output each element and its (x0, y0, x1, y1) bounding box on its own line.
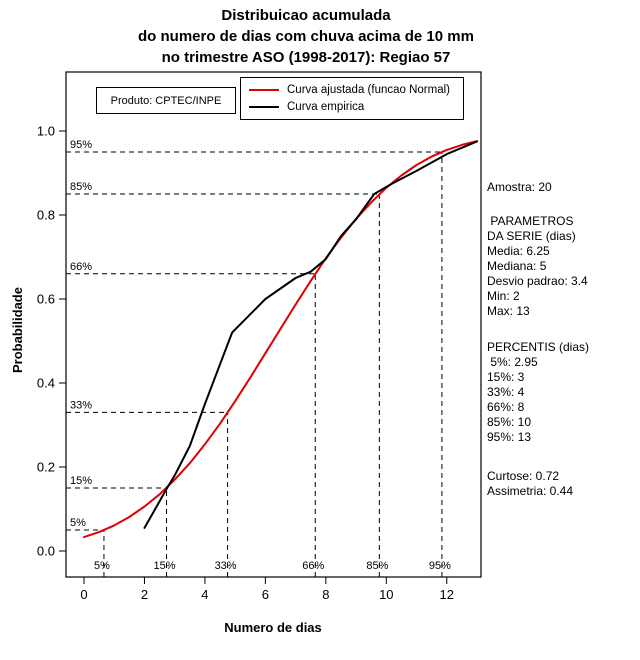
empirical-curve (143, 140, 478, 529)
guide-label-left: 33% (70, 399, 92, 411)
stat-max: Max: 13 (487, 304, 530, 318)
stat-params-title-1: PARAMETROS (487, 214, 574, 228)
stat-p15: 15%: 3 (487, 370, 525, 384)
guide-label-bottom: 33% (215, 560, 237, 572)
guide-label-left: 5% (70, 517, 86, 529)
guide-label-bottom: 95% (429, 560, 451, 572)
legend-item-fitted: Curva ajustada (funcao Normal) (249, 84, 455, 96)
legend-label-empirical: Curva empirica (287, 101, 365, 113)
legend: Curva ajustada (funcao Normal) Curva emp… (240, 77, 464, 120)
stat-percentis-title: PERCENTIS (dias) (487, 340, 590, 354)
x-tick-label: 8 (322, 587, 329, 602)
x-axis-label: Numero de dias (224, 620, 322, 635)
y-tick-label: 0.2 (37, 460, 55, 475)
legend-label-fitted: Curva ajustada (funcao Normal) (287, 84, 450, 96)
plot-box (65, 71, 482, 578)
stat-p33: 33%: 4 (487, 385, 525, 399)
stats-panel: Amostra: 20 PARAMETROS DA SERIE (dias) M… (487, 180, 639, 499)
chart-title: Distribuicao acumulada do numero de dias… (0, 5, 612, 68)
y-tick-label: 0.4 (37, 376, 55, 391)
y-tick-label: 0.8 (37, 208, 55, 223)
legend-line-fitted (249, 89, 279, 91)
stat-amostra: Amostra: 20 (487, 180, 552, 194)
stat-desvio: Desvio padrao: 3.4 (487, 274, 588, 288)
title-line-2: do numero de dias com chuva acima de 10 … (138, 28, 474, 45)
legend-item-empirical: Curva empirica (249, 101, 455, 113)
stat-min: Min: 2 (487, 289, 520, 303)
stat-assimetria: Assimetria: 0.44 (487, 484, 574, 498)
stat-p66: 66%: 8 (487, 400, 525, 414)
x-tick-label: 6 (262, 587, 269, 602)
produto-box: Produto: CPTEC/INPE (96, 87, 236, 114)
guide-label-left: 66% (70, 261, 92, 273)
x-tick-label: 4 (201, 587, 208, 602)
y-tick-label: 0.6 (37, 292, 55, 307)
x-tick-label: 10 (379, 587, 393, 602)
x-tick-label: 12 (440, 587, 454, 602)
x-tick-label: 2 (141, 587, 148, 602)
produto-label: Produto: CPTEC/INPE (110, 94, 222, 107)
guide-label-left: 95% (70, 139, 92, 151)
stat-media: Media: 6.25 (487, 244, 550, 258)
stat-params-title-2: DA SERIE (dias) (487, 229, 576, 243)
y-tick-label: 0.0 (37, 544, 55, 559)
x-tick-label: 0 (80, 587, 87, 602)
stat-p95: 95%: 13 (487, 430, 532, 444)
fitted-curve (83, 140, 478, 539)
title-line-3: no trimestre ASO (1998-2017): Regiao 57 (161, 49, 451, 66)
guide-label-bottom: 15% (154, 560, 176, 572)
guide-label-bottom: 5% (94, 560, 110, 572)
stat-p5: 5%: 2.95 (487, 355, 538, 369)
legend-line-empirical (249, 106, 279, 108)
y-tick-label: 1.0 (37, 124, 55, 139)
stat-p85: 85%: 10 (487, 415, 532, 429)
stat-mediana: Mediana: 5 (487, 259, 547, 273)
title-line-1: Distribuicao acumulada (221, 7, 391, 24)
y-axis-label: Probabilidade (10, 287, 25, 373)
guide-label-left: 85% (70, 181, 92, 193)
stat-curtose: Curtose: 0.72 (487, 469, 560, 483)
guide-label-left: 15% (70, 475, 92, 487)
guide-label-bottom: 66% (302, 560, 324, 572)
guide-label-bottom: 85% (366, 560, 388, 572)
